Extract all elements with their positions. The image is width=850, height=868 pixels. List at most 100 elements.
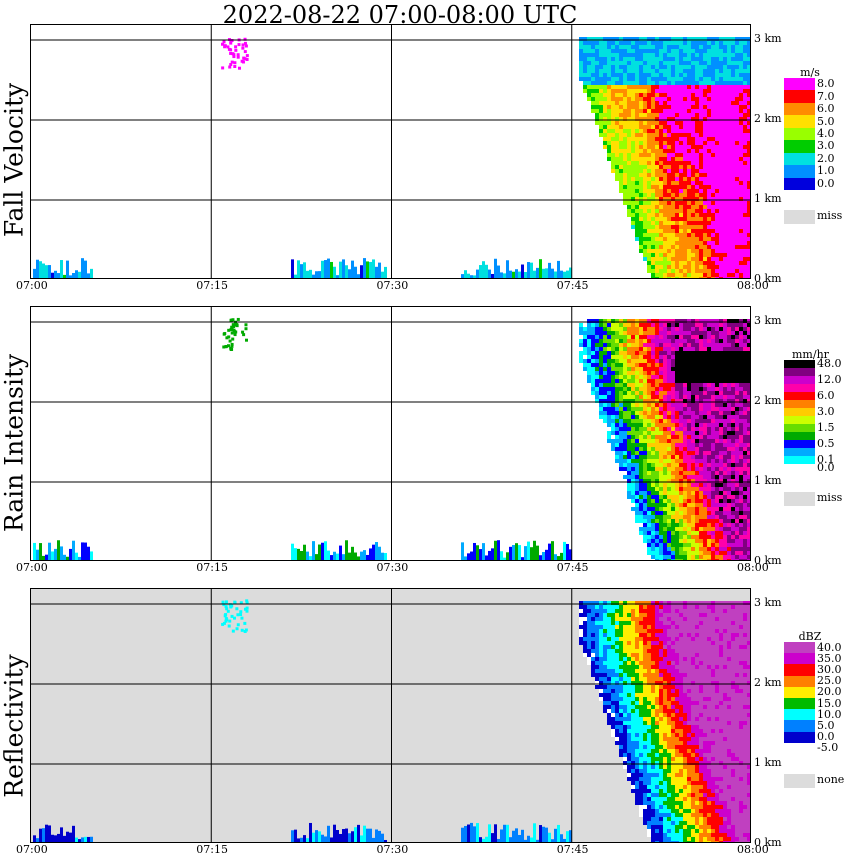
legend-swatch — [784, 90, 815, 104]
time-tick-label: 08:00 — [737, 843, 769, 856]
fall-velocity-plot — [30, 24, 751, 279]
height-tick-label: 2 km — [754, 112, 782, 125]
panel-0-svg — [31, 25, 750, 278]
legend-missing-swatch — [784, 774, 815, 788]
legend-label: 5.0 — [817, 114, 835, 128]
legend-swatch — [784, 384, 815, 393]
legend-label: 0.0 — [817, 176, 835, 190]
legend-swatch — [784, 368, 815, 377]
legend-swatch — [784, 742, 815, 755]
legend-missing-swatch — [784, 210, 815, 224]
legend-swatch — [784, 432, 815, 441]
legend-swatch — [784, 115, 815, 129]
legend-swatch — [784, 686, 815, 699]
legend-label: 3.0 — [817, 405, 835, 418]
time-tick-label: 08:00 — [737, 561, 769, 574]
legend-label: 15.0 — [817, 696, 842, 710]
legend-label: 7.0 — [817, 89, 835, 103]
legend-swatch — [784, 416, 815, 425]
legend-label: 2.0 — [817, 151, 835, 165]
height-tick-label: 2 km — [754, 394, 782, 407]
legend-swatch — [784, 709, 815, 721]
legend-swatch — [784, 720, 815, 733]
storm-region — [579, 601, 750, 842]
time-tick-label: 07:15 — [196, 561, 228, 574]
legend-label: 10.0 — [817, 707, 842, 721]
legend-label: 6.0 — [817, 389, 835, 402]
legend-label: 30.0 — [817, 663, 842, 676]
legend-missing-label: miss — [817, 491, 843, 504]
legend-swatch — [784, 360, 815, 369]
time-tick-label: 07:00 — [16, 843, 48, 856]
legend-label: 35.0 — [817, 651, 842, 665]
height-tick-label: 3 km — [754, 314, 782, 327]
legend-swatch — [784, 177, 815, 191]
grid-lines — [31, 25, 750, 278]
legend-title: dBZ — [798, 630, 822, 643]
time-tick-label: 07:45 — [556, 561, 589, 574]
time-tick-label: 07:45 — [556, 279, 589, 292]
legend-swatch — [784, 127, 815, 141]
legend-label: 5.0 — [817, 719, 835, 732]
height-tick-label: 0 km — [754, 554, 782, 567]
legend-swatch — [784, 448, 815, 457]
storm-region — [579, 37, 750, 278]
legend-swatch — [784, 165, 815, 179]
time-tick-label: 07:15 — [196, 843, 228, 856]
drizzle-cells — [33, 37, 572, 278]
legend-label: 3.0 — [817, 139, 835, 153]
panel-label-fall-velocity: Fall Velocity — [0, 82, 29, 238]
rain-intensity-plot — [30, 306, 751, 561]
legend-swatch — [784, 731, 815, 744]
legend-missing-label: miss — [817, 209, 843, 222]
height-tick-label: 3 km — [754, 596, 782, 609]
height-tick-label: 3 km — [754, 32, 782, 45]
legend-label: -5.0 — [817, 741, 839, 755]
legend-label: 0.5 — [817, 437, 835, 450]
storm-region — [579, 319, 750, 560]
legend-label: 20.0 — [817, 685, 842, 699]
legend-label: 48.0 — [817, 357, 842, 370]
time-tick-label: 07:00 — [16, 279, 48, 292]
legend-swatch — [784, 424, 815, 433]
legend-swatch — [784, 456, 815, 465]
legend-label: 8.0 — [817, 77, 835, 91]
legend-swatch — [784, 664, 815, 677]
panel-label-reflectivity: Reflectivity — [0, 654, 29, 798]
height-tick-label: 2 km — [754, 676, 782, 689]
legend-label: 6.0 — [817, 102, 835, 116]
drizzle-cells — [33, 317, 572, 560]
height-tick-label: 0 km — [754, 836, 782, 849]
legend-swatch — [784, 675, 815, 688]
legend-label: 4.0 — [817, 127, 835, 140]
legend-swatch — [784, 78, 815, 91]
time-tick-label: 07:45 — [556, 843, 589, 856]
time-tick-label: 07:00 — [16, 561, 48, 574]
legend-swatch — [784, 653, 815, 665]
legend-swatch — [784, 140, 815, 154]
legend-label: 1.5 — [817, 421, 835, 434]
grid-lines — [31, 589, 750, 842]
panel-1-svg — [31, 307, 750, 560]
legend-swatch — [784, 698, 815, 710]
legend-missing-label: none — [817, 773, 845, 786]
legend-title: mm/hr — [792, 348, 829, 361]
panel-label-rain-intensity: Rain Intensity — [0, 353, 29, 533]
legend-swatch — [784, 408, 815, 417]
legend-label: 40.0 — [817, 640, 842, 654]
height-tick-label: 0 km — [754, 272, 782, 285]
legend-label: 0.0 — [817, 730, 835, 744]
time-tick-label: 07:30 — [376, 843, 409, 856]
legend-swatch — [784, 102, 815, 116]
time-tick-label: 08:00 — [737, 279, 769, 292]
time-tick-label: 07:15 — [196, 279, 228, 292]
height-tick-label: 1 km — [754, 756, 782, 769]
height-tick-label: 1 km — [754, 192, 782, 205]
panel-2-svg — [31, 589, 750, 842]
drizzle-cells — [33, 599, 572, 842]
legend-swatch — [784, 392, 815, 401]
height-tick-label: 1 km — [754, 474, 782, 487]
legend-label: 12.0 — [817, 373, 842, 386]
legend-swatch — [784, 400, 815, 409]
legend-label: 0.1 — [817, 453, 835, 466]
